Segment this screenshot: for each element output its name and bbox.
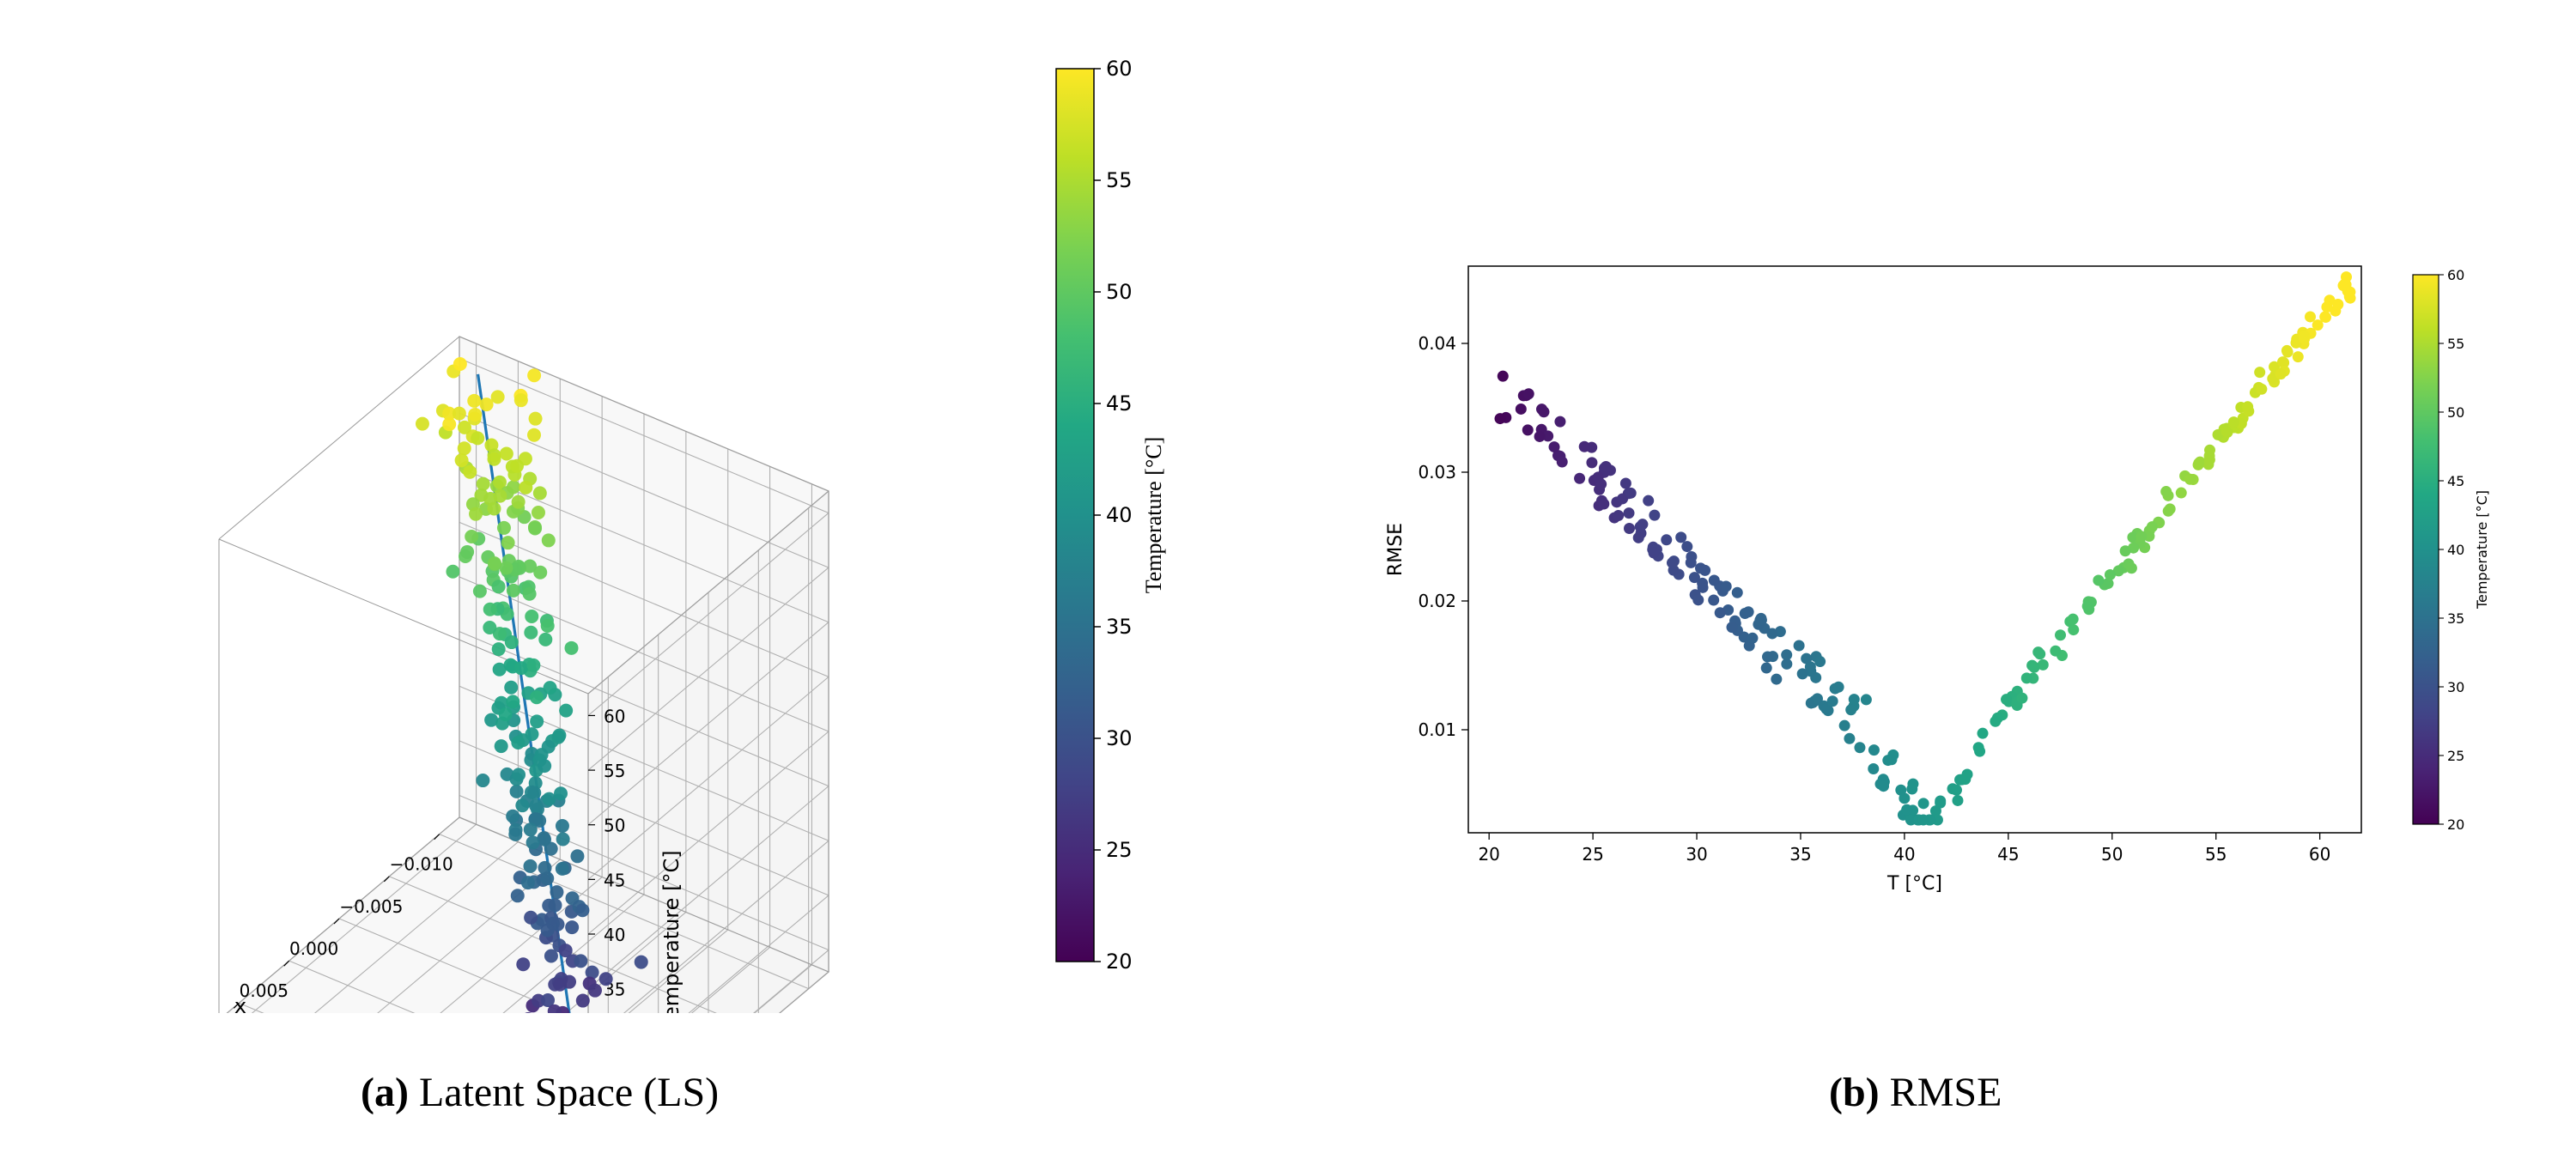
svg-text:0.03: 0.03 (1418, 462, 1456, 482)
svg-text:50: 50 (604, 816, 625, 836)
panel-a: −0.010−0.0050.0000.0050.010−0.0075−0.005… (17, 9, 1245, 1013)
svg-text:45: 45 (604, 870, 625, 890)
svg-text:−0.005: −0.005 (339, 896, 403, 917)
svg-text:60: 60 (604, 706, 625, 726)
svg-text:Temperature [°C]: Temperature [°C] (659, 850, 683, 1013)
panel-b: 20 25 30 35 40 45 50 55 60 0.01 0.02 0.03 0.04 T [°C]… (1365, 240, 2550, 910)
panel-b-caption-text: RMSE (1880, 1070, 2002, 1115)
panel-b-xlabel: T [°C] (1886, 873, 1942, 895)
svg-text:25: 25 (1106, 838, 1133, 862)
svg-text:20: 20 (1478, 844, 1499, 865)
panel-a-colorbar-ticks: 20 25 30 35 40 45 50 55 60 (1094, 57, 1133, 974)
panel-b-caption: (b) RMSE (1829, 1069, 2002, 1116)
svg-text:25: 25 (2447, 748, 2464, 764)
svg-text:0.005: 0.005 (240, 980, 289, 1001)
svg-text:55: 55 (2205, 844, 2227, 865)
svg-text:60: 60 (1106, 57, 1133, 81)
svg-text:50: 50 (2447, 404, 2464, 421)
svg-text:30: 30 (1106, 726, 1133, 750)
panel-a-caption: (a) Latent Space (LS) (361, 1069, 719, 1116)
svg-text:40: 40 (1106, 503, 1133, 527)
svg-text:0.000: 0.000 (289, 938, 338, 959)
panel-b-colorbar-ticks: 20 25 30 35 40 45 50 55 60 (2439, 267, 2464, 833)
svg-text:45: 45 (1106, 391, 1133, 416)
svg-text:25: 25 (1582, 844, 1603, 865)
svg-text:0.04: 0.04 (1418, 333, 1456, 354)
svg-text:60: 60 (2309, 844, 2330, 865)
panel-b-colorbar (2413, 275, 2439, 824)
panel-a-svg: −0.010−0.0050.0000.0050.010−0.0075−0.005… (17, 9, 1245, 1013)
panel-b-plot-area (1468, 266, 2361, 833)
svg-text:45: 45 (1997, 844, 2019, 865)
panel-a-caption-text: Latent Space (LS) (409, 1070, 719, 1115)
svg-text:−0.010: −0.010 (390, 854, 453, 875)
svg-text:35: 35 (1106, 615, 1133, 639)
svg-text:55: 55 (1106, 168, 1133, 192)
svg-text:0.02: 0.02 (1418, 591, 1456, 611)
svg-text:50: 50 (2101, 844, 2123, 865)
panel-b-colorbar-label: Temperature [°C] (2474, 490, 2490, 610)
svg-text:40: 40 (2447, 542, 2464, 558)
svg-text:45: 45 (2447, 473, 2464, 489)
panel-a-colorbar (1056, 69, 1094, 962)
panel-b-caption-bold: (b) (1829, 1070, 1880, 1115)
figure-root: −0.010−0.0050.0000.0050.010−0.0075−0.005… (0, 0, 2576, 1153)
panel-a-colorbar-label: Temperature [°C] (1141, 437, 1166, 594)
svg-text:55: 55 (2447, 336, 2464, 352)
svg-text:55: 55 (604, 761, 625, 781)
svg-text:0.01: 0.01 (1418, 719, 1456, 740)
svg-text:40: 40 (1893, 844, 1915, 865)
svg-text:35: 35 (2447, 610, 2464, 627)
svg-text:30: 30 (2447, 679, 2464, 695)
panel-b-svg: 20 25 30 35 40 45 50 55 60 0.01 0.02 0.03 0.04 T [°C]… (1365, 240, 2550, 910)
panel-b-ylabel: RMSE (1385, 523, 1406, 576)
svg-text:40: 40 (604, 925, 625, 945)
svg-text:30: 30 (1686, 844, 1707, 865)
svg-text:x: x (234, 994, 246, 1013)
svg-text:50: 50 (1106, 280, 1133, 304)
svg-text:20: 20 (1106, 950, 1133, 974)
svg-text:60: 60 (2447, 267, 2464, 283)
svg-text:35: 35 (1789, 844, 1811, 865)
panel-a-caption-bold: (a) (361, 1070, 409, 1115)
svg-text:20: 20 (2447, 816, 2464, 833)
